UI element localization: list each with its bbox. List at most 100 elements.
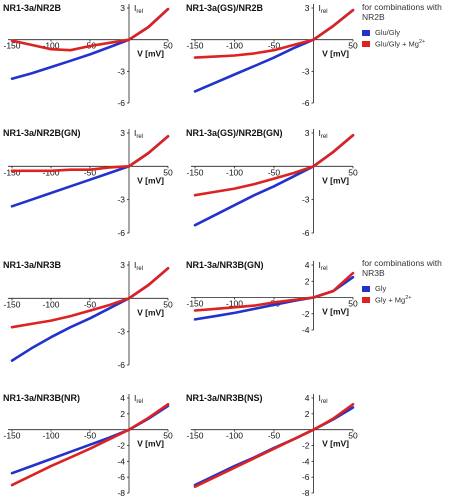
x-tick-label: 50 (163, 167, 173, 177)
y-tick-label: -6 (302, 228, 310, 238)
panel-title: NR1-3a/NR3B(GN) (186, 260, 264, 270)
x-label: V [mV] (322, 175, 349, 185)
legend-label: Glu/Gly + Mg2+ (375, 39, 425, 49)
y-tick-label: 3 (305, 3, 310, 13)
y-tick-label: 2 (120, 409, 125, 419)
x-tick-label: -150 (186, 41, 203, 51)
y-label-sub: rel (321, 134, 328, 140)
x-tick-label: -100 (42, 299, 59, 309)
y-label-main: I (319, 3, 321, 13)
x-tick-label: -150 (3, 299, 20, 309)
panel-title: NR1-3a(GS)/NR2B(GN) (186, 128, 283, 138)
iv-curve (193, 271, 355, 312)
legend: for combinations with NR2B Glu/Gly Glu/Gly… (362, 2, 458, 49)
legend-label-text: Gly (375, 284, 387, 293)
y-tick-label: 3 (305, 128, 310, 138)
panel-title: NR1-3a/NR3B(NS) (186, 393, 263, 403)
y-tick-label: 2 (305, 409, 310, 419)
y-label: Irel (319, 393, 328, 405)
x-tick-label: -100 (226, 167, 243, 177)
y-tick-label: -3 (117, 66, 125, 76)
y-label: Irel (134, 128, 143, 140)
x-tick-label: -150 (186, 431, 203, 441)
iv-curve (193, 133, 355, 197)
x-label: V [mV] (322, 49, 349, 59)
iv-curve (10, 403, 170, 487)
y-label-sub: rel (321, 399, 328, 405)
x-tick-label: -150 (3, 167, 20, 177)
legend-label-text: Glu/Gly + Mg (375, 39, 419, 49)
legend-swatch (362, 40, 370, 47)
y-tick-label: 4 (305, 260, 310, 270)
y-tick-label: 3 (120, 3, 125, 13)
legend-swatch (362, 285, 370, 292)
y-tick-label: -2 (302, 441, 310, 451)
panel-title: NR1-3a(GS)/NR2B (186, 3, 264, 13)
y-tick-label: -2 (117, 441, 125, 451)
x-tick-label: -100 (226, 41, 243, 51)
x-tick-label: -100 (226, 431, 243, 441)
x-tick-label: 50 (163, 431, 173, 441)
y-label: Irel (134, 3, 143, 15)
y-tick-label: 2 (305, 276, 310, 286)
iv-curve (193, 403, 355, 488)
iv-curve (193, 8, 355, 59)
y-label-main: I (134, 3, 136, 13)
y-tick-label: -6 (117, 360, 125, 370)
legend-entry: Gly (362, 284, 458, 293)
panel-title: NR1-3a/NR3B(NR) (3, 393, 80, 403)
x-tick-label: -100 (226, 299, 243, 309)
legend-entry: Glu/Gly + Mg2+ (362, 39, 458, 49)
legend-title: for combinations with NR2B (362, 2, 442, 22)
y-label-sub: rel (136, 399, 143, 405)
x-tick-label: 50 (163, 41, 173, 51)
x-label: V [mV] (137, 175, 164, 185)
x-label: V [mV] (322, 439, 349, 449)
legend-label: Gly + Mg2+ (375, 295, 412, 305)
y-tick-label: -6 (117, 472, 125, 482)
x-tick-label: 50 (348, 431, 358, 441)
y-tick-label: -6 (302, 472, 310, 482)
y-label-main: I (319, 128, 321, 138)
legend-label: Gly (375, 284, 386, 293)
y-label: Irel (319, 260, 328, 272)
y-tick-label: -4 (302, 325, 310, 335)
legend-title: for combinations with NR3B (362, 258, 442, 278)
panel-title: NR1-3a/NR3B (3, 260, 62, 270)
x-tick-label: -100 (42, 41, 59, 51)
x-label: V [mV] (137, 307, 164, 317)
x-label: V [mV] (322, 307, 349, 317)
y-tick-label: -3 (117, 327, 125, 337)
x-tick-label: -150 (186, 167, 203, 177)
legend-entry: Glu/Gly (362, 28, 458, 37)
y-tick-label: -3 (302, 66, 310, 76)
x-tick-label: -50 (268, 41, 281, 51)
y-label-sub: rel (136, 9, 143, 15)
legend-label-text: Gly + Mg (375, 295, 406, 305)
legend-swatch (362, 296, 370, 303)
x-tick-label: -100 (42, 167, 59, 177)
y-tick-label: -3 (302, 195, 310, 205)
y-tick-label: -8 (117, 488, 125, 498)
y-tick-label: -6 (117, 98, 125, 108)
legend: for combinations with NR3B Gly Gly + Mg2+ (362, 258, 458, 305)
y-label: Irel (134, 260, 143, 272)
y-label: Irel (319, 3, 328, 15)
y-tick-label: -4 (302, 456, 310, 466)
iv-curve (10, 7, 170, 52)
y-label-sub: rel (321, 9, 328, 15)
x-tick-label: -50 (84, 431, 97, 441)
x-tick-label: -150 (3, 431, 20, 441)
x-tick-label: -50 (84, 299, 97, 309)
iv-curve (10, 267, 170, 329)
x-tick-label: -50 (268, 167, 281, 177)
y-tick-label: -8 (302, 488, 310, 498)
y-label: Irel (134, 393, 143, 405)
y-tick-label: -2 (302, 309, 310, 319)
panel-title: NR1-3a/NR2B(GN) (3, 128, 81, 138)
y-label-sub: rel (136, 134, 143, 140)
x-tick-label: -50 (84, 167, 97, 177)
y-label-main: I (134, 260, 136, 270)
